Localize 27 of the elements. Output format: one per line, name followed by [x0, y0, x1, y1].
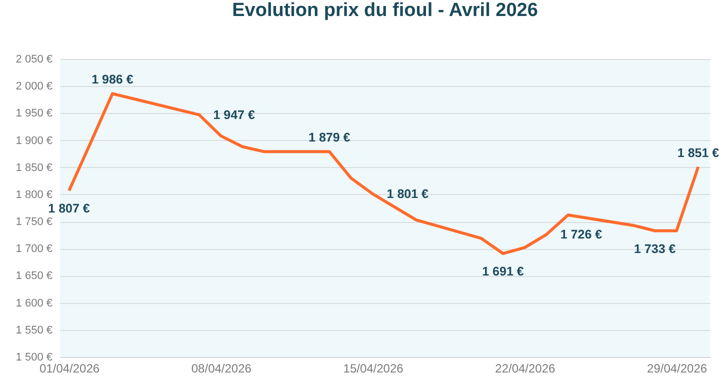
data-label: 1 807 € — [48, 202, 90, 216]
y-tick-label: 1 950 € — [16, 108, 52, 120]
data-label: 1 801 € — [386, 186, 429, 201]
y-tick-label: 2 050 € — [16, 54, 52, 66]
data-label: 1 691 € — [482, 264, 524, 279]
y-tick-label: 1 600 € — [16, 297, 52, 310]
x-tick-label: 15/04/2026 — [343, 362, 404, 376]
data-label: 1 879 € — [308, 130, 350, 145]
data-label: 1 986 € — [92, 72, 134, 87]
data-label: 1 726 € — [560, 228, 602, 242]
x-tick-label: 01/04/2026 — [40, 362, 100, 376]
data-label: 1 947 € — [213, 108, 255, 122]
x-tick-label: 29/04/2026 — [647, 362, 708, 376]
y-tick-label: 1 900 € — [16, 134, 52, 147]
chart-title: Evolution prix du fioul - Avril 2026 — [232, 0, 538, 21]
y-tick-label: 1 850 € — [16, 162, 52, 174]
y-tick-label: 1 500 € — [16, 352, 52, 364]
data-label: 1 851 € — [677, 146, 720, 160]
y-tick-label: 1 700 € — [16, 243, 52, 256]
x-tick-label: 22/04/2026 — [495, 362, 556, 376]
x-tick-label: 08/04/2026 — [191, 362, 252, 376]
y-tick-label: 1 650 € — [16, 270, 52, 282]
data-label: 1 733 € — [634, 242, 676, 256]
y-tick-label: 2 000 € — [16, 80, 52, 93]
y-tick-label: 1 550 € — [16, 324, 52, 336]
y-tick-label: 1 750 € — [16, 216, 52, 228]
y-tick-label: 1 800 € — [16, 188, 52, 201]
